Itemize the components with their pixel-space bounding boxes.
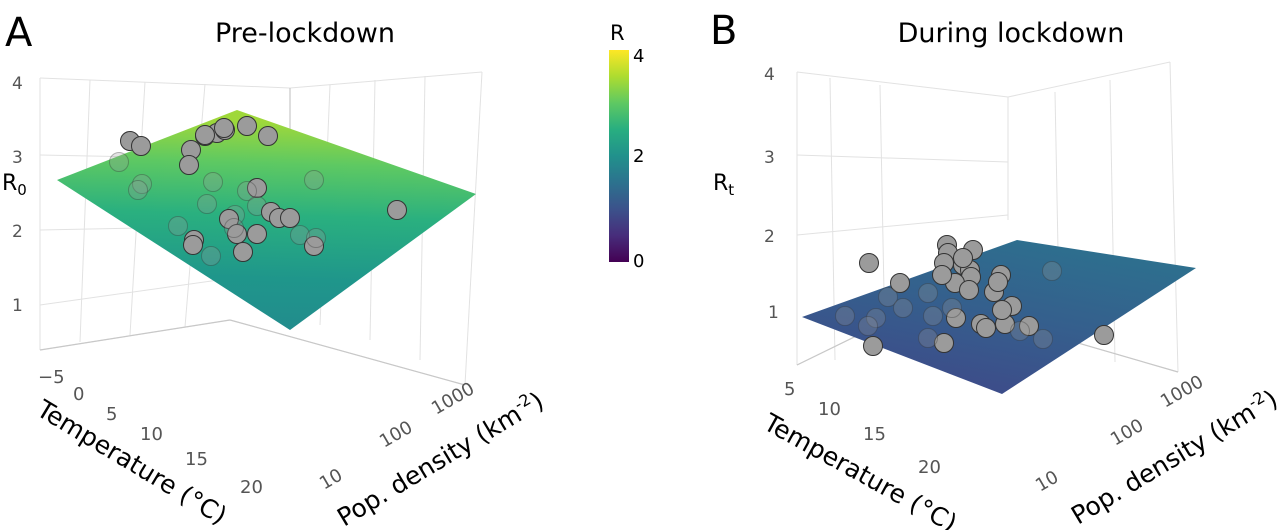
data-point [992,300,1012,320]
panel-a-z-label: R0 [2,171,27,199]
data-point [290,225,310,245]
data-point [201,246,221,266]
panel-a-title: Pre-lockdown [215,18,395,49]
data-point [858,316,878,336]
data-point [1094,325,1114,345]
data-point [132,174,152,194]
data-point [863,336,883,356]
x-tick: 15 [185,449,208,470]
data-point [976,318,996,338]
data-point [866,308,886,328]
data-point [1019,316,1039,336]
data-point [932,265,952,285]
data-point [893,298,913,318]
panel-b-z-label: Rt [713,171,734,199]
data-point [280,208,300,228]
y-tick: 100 [376,417,416,452]
z-tick: 1 [12,296,23,316]
x-tick: −5 [38,367,65,388]
data-point [304,170,324,190]
y-tick: 100 [1107,415,1147,450]
z-tick: 4 [764,65,775,85]
data-point [387,200,407,220]
data-point [306,228,326,248]
data-point [131,136,151,156]
data-point [195,125,215,145]
colorbar: R 4 2 0 [609,21,644,272]
data-point [918,283,938,303]
data-point [233,242,253,262]
colorbar-tick: 4 [633,46,644,67]
data-point [923,306,943,326]
z-tick: 1 [768,303,779,323]
x-tick: 20 [918,457,941,478]
data-point [179,155,199,175]
z-tick: 3 [764,148,775,168]
data-point [918,328,938,348]
panel-a-y-axis: 1000 100 10 Pop. density (km-2) [316,378,549,530]
y-tick: 10 [1032,467,1062,497]
data-point [224,218,244,238]
panel-a: A Pre-lockdown [2,10,549,530]
x-tick: 10 [818,399,841,420]
data-point [227,224,247,244]
data-point [237,181,257,201]
data-point [1042,261,1062,281]
data-point [128,180,148,200]
panel-a-z-axis: 4 3 2 1 R0 [2,74,27,316]
panel-letter-b: B [710,8,737,54]
data-point [237,116,257,136]
data-point [168,216,188,236]
data-point [988,272,1008,292]
data-point [1010,321,1030,341]
data-point [946,308,966,328]
x-tick: 10 [140,424,163,445]
y-tick: 10 [316,465,346,495]
data-point [258,126,278,146]
data-point [835,306,855,326]
data-point [942,298,962,318]
x-tick: 5 [784,379,795,400]
data-point [953,248,973,268]
data-point [934,333,954,353]
x-tick: 0 [73,384,84,405]
data-point [203,172,223,192]
data-point [890,273,910,293]
z-tick: 3 [12,148,23,168]
y-tick: 1000 [1157,371,1207,412]
panel-b: B During lockdown 4 3 2 1 [710,8,1280,530]
data-point [109,152,129,172]
x-tick: 5 [106,404,117,425]
data-point [247,178,267,198]
panel-b-y-axis: 1000 100 10 Pop. density (km-2) [1032,371,1280,530]
z-tick: 2 [764,227,775,247]
panel-a-x-axis: −5 0 5 10 15 20 Temperature (°C) [31,367,263,530]
data-point [214,118,234,138]
panel-b-points [835,235,1114,356]
data-point [959,280,979,300]
colorbar-gradient [609,50,629,262]
panel-a-points [109,116,407,266]
panel-letter-a: A [5,10,33,56]
colorbar-title: R [610,21,625,45]
x-tick: 15 [863,424,886,445]
x-tick: 20 [240,477,263,498]
z-tick: 2 [12,222,23,242]
panel-b-title: During lockdown [898,18,1125,49]
y-tick: 1000 [428,378,478,419]
data-point [304,236,324,256]
data-point [859,253,879,273]
colorbar-tick: 2 [633,146,644,167]
panel-b-z-axis: 4 3 2 1 Rt [713,65,779,323]
colorbar-tick: 0 [633,251,644,272]
z-tick: 4 [12,74,23,94]
data-point [878,287,898,307]
data-point [197,194,217,214]
data-point [247,224,267,244]
data-point [1033,329,1053,349]
panel-b-x-axis: 5 10 15 20 Temperature (°C) [758,379,962,530]
data-point [183,235,203,255]
